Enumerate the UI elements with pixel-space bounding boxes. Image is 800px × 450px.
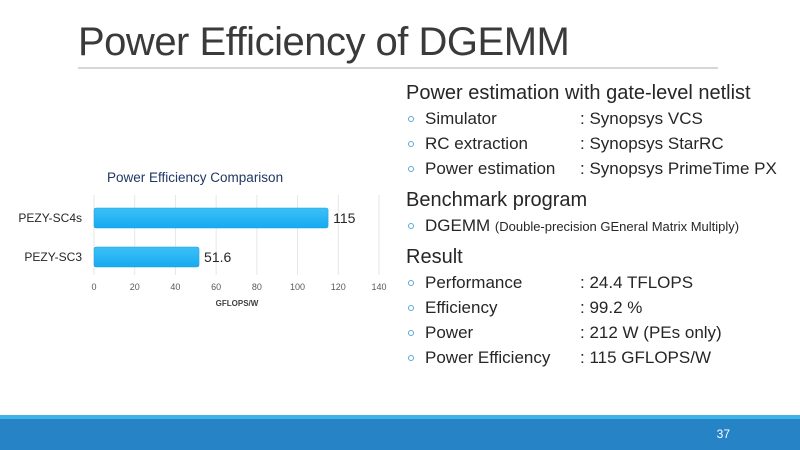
x-tick-label: 80 — [252, 282, 262, 292]
list-item: DGEMM (Double-precision GEneral Matrix M… — [406, 213, 796, 238]
item-label: Power Efficiency — [425, 348, 551, 367]
item-value: : Synopsys VCS — [580, 109, 703, 128]
item-value: : 115 GFLOPS/W — [580, 348, 712, 367]
category-label: PEZY-SC3 — [24, 250, 82, 264]
slide-content: Power estimation with gate-level netlist… — [406, 80, 796, 370]
item-label: Performance — [425, 273, 523, 292]
x-tick-label: 140 — [371, 282, 386, 292]
category-label: PEZY-SC4s — [18, 211, 82, 225]
item-value: : 212 W (PEs only) — [580, 323, 722, 342]
item-label: Power estimation — [425, 159, 556, 178]
power-efficiency-chart: Power Efficiency Comparison 0 20 40 60 80 100… — [0, 160, 400, 320]
page-number: 37 — [716, 427, 730, 441]
footer-bar: 37 — [0, 419, 800, 450]
item-label: Simulator — [425, 109, 497, 128]
x-tick-label: 40 — [170, 282, 180, 292]
x-tick-label: 100 — [290, 282, 305, 292]
list-item: Power estimation : Synopsys PrimeTime PX — [406, 156, 796, 181]
data-label: 51.6 — [204, 249, 231, 265]
x-tick-label: 60 — [211, 282, 221, 292]
item-label: DGEMM (Double-precision GEneral Matrix M… — [425, 213, 739, 239]
chart-title: Power Efficiency Comparison — [107, 170, 284, 185]
footer-stripe — [0, 415, 800, 419]
item-note: (Double-precision GEneral Matrix Multipl… — [494, 219, 740, 234]
item-value: : Synopsys PrimeTime PX — [580, 159, 777, 178]
x-axis-label: GFLOPS/W — [216, 299, 259, 308]
list-item: Performance : 24.4 TFLOPS — [406, 270, 796, 295]
data-label: 115 — [333, 210, 356, 226]
chart-canvas: 0 20 40 60 80 100 120 140 PEZY-SC4s 115 PEZY-SC3 51… — [18, 195, 387, 308]
section-heading-result: Result — [406, 246, 463, 268]
bullet-icon — [408, 330, 414, 336]
x-tick-label: 0 — [91, 282, 96, 292]
bullet-icon — [408, 223, 414, 229]
bullet-icon — [408, 305, 414, 311]
bullet-icon — [408, 280, 414, 286]
item-label: Efficiency — [425, 298, 498, 317]
list-item: Power Efficiency : 115 GFLOPS/W — [406, 345, 796, 370]
section-heading-benchmark: Benchmark program — [406, 189, 588, 211]
bullet-icon — [408, 355, 414, 361]
list-item: Simulator : Synopsys VCS — [406, 106, 796, 131]
item-value: : 99.2 % — [580, 298, 643, 317]
list-item: Efficiency : 99.2 % — [406, 295, 796, 320]
list-item: Power : 212 W (PEs only) — [406, 320, 796, 345]
section-heading-power-estimation: Power estimation with gate-level netlist — [406, 82, 751, 104]
bar-pezy-sc4s — [93, 207, 329, 229]
item-value: : 24.4 TFLOPS — [580, 273, 694, 292]
bullet-icon — [408, 116, 414, 122]
bullet-icon — [408, 141, 414, 147]
bar-pezy-sc3 — [93, 246, 200, 268]
item-label: RC extraction — [425, 134, 528, 153]
slide-title: Power Efficiency of DGEMM — [78, 20, 570, 64]
x-tick-label: 20 — [130, 282, 140, 292]
item-value: : Synopsys StarRC — [580, 134, 724, 153]
bullet-icon — [408, 166, 414, 172]
item-label: Power — [425, 323, 474, 342]
x-tick-label: 120 — [331, 282, 346, 292]
item-label-text: DGEMM — [425, 216, 491, 235]
list-item: RC extraction : Synopsys StarRC — [406, 131, 796, 156]
title-divider — [78, 67, 718, 69]
